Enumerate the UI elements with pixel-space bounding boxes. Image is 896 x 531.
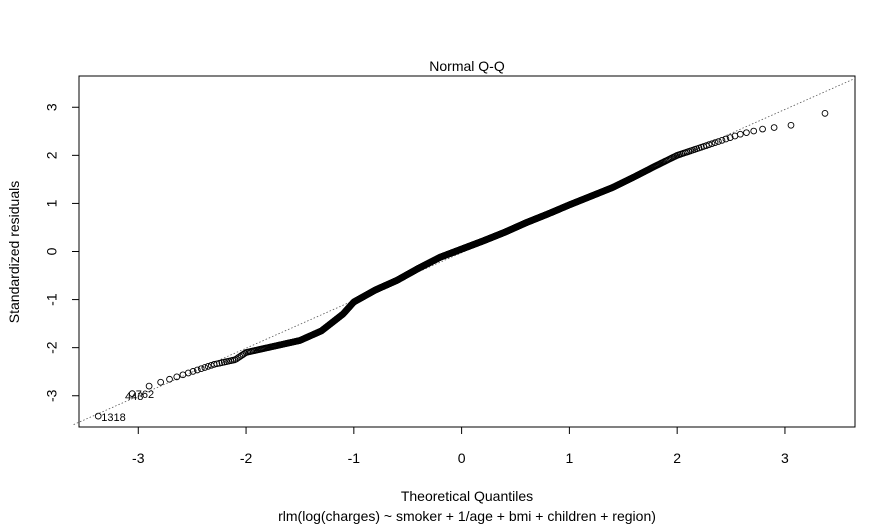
x-tick-label: 3: [781, 450, 789, 466]
qq-point: [145, 382, 153, 390]
x-tick-label: 1: [565, 450, 573, 466]
qq-point: [216, 359, 223, 367]
qq-point: [234, 354, 242, 362]
qq-point: [193, 366, 201, 374]
chart-title: Normal Q-Q: [429, 58, 505, 74]
y-axis: -3 -2 -1 0 1 2 3: [44, 103, 80, 402]
y-tick-label: -2: [44, 341, 60, 354]
qq-point: [201, 364, 209, 371]
qq-point: [750, 127, 758, 135]
x-tick-label: 2: [673, 450, 681, 466]
qq-point: [715, 138, 722, 145]
qq-point: [743, 129, 750, 137]
y-tick-label: 3: [44, 103, 60, 111]
qq-point: [736, 130, 744, 138]
qq-point: [204, 363, 212, 370]
y-tick-label: 0: [44, 247, 60, 255]
qq-point: [197, 365, 205, 373]
qq-point: [157, 378, 165, 386]
point-label-1318: 1318: [101, 412, 125, 424]
qq-point: [166, 375, 173, 383]
y-axis-label: Standardized residuals: [6, 181, 22, 323]
plot-frame: [78, 75, 856, 428]
x-tick-label: -1: [348, 450, 361, 466]
qq-point: [787, 121, 795, 129]
x-tick-label: 0: [458, 450, 466, 466]
qq-point: [241, 350, 248, 357]
qq-point: [213, 360, 221, 368]
qq-point: [759, 125, 766, 133]
qq-point: [173, 373, 181, 381]
y-tick-label: -3: [44, 389, 60, 402]
point-label-443: 443: [125, 391, 143, 403]
point-label-762: 762: [136, 389, 154, 401]
x-tick-label: -3: [132, 450, 145, 466]
qq-point: [711, 139, 719, 147]
qq-point: [128, 390, 136, 397]
y-tick-label: -1: [44, 293, 60, 306]
x-axis-label: Theoretical Quantiles: [401, 488, 533, 504]
qq-point: [94, 412, 102, 420]
qq-point: [722, 135, 730, 143]
points-layer: [94, 109, 829, 420]
qq-point: [726, 134, 734, 141]
y-tick-label: 2: [44, 151, 60, 159]
qq-point: [770, 124, 778, 131]
x-axis: -3 -2 -1 0 1 2 3: [132, 426, 789, 466]
qq-point: [821, 109, 829, 117]
y-tick-label: 1: [44, 199, 60, 207]
qq-point: [718, 136, 726, 144]
qq-point: [184, 369, 192, 377]
x-tick-label: -2: [240, 450, 253, 466]
qq-point: [233, 355, 240, 363]
x-axis-caption: rlm(log(charges) ~ smoker + 1/age + bmi …: [278, 508, 656, 524]
qq-point: [189, 368, 197, 375]
qq-point: [708, 140, 716, 148]
qq-point: [705, 141, 713, 149]
